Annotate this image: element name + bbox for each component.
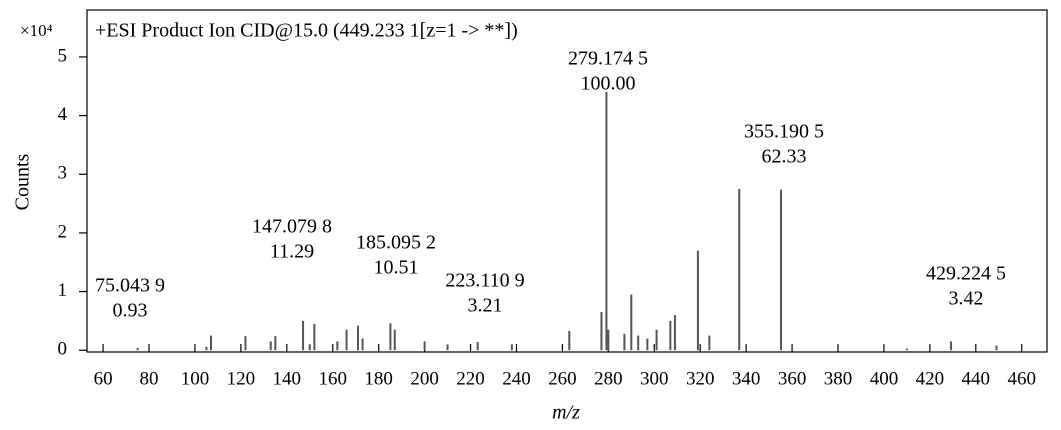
peak	[708, 335, 711, 351]
y-tick-label: 4	[58, 104, 68, 125]
peak	[336, 341, 339, 351]
y-axis-label: Counts	[12, 153, 34, 210]
peak-percent-label: 62.33	[762, 146, 807, 168]
x-tick-label: 360	[778, 368, 807, 389]
peak-percent-label: 3.42	[949, 288, 984, 310]
peak-mz-label: 185.095 2	[356, 232, 436, 254]
x-tick-label: 200	[410, 368, 439, 389]
x-tick-label: 400	[870, 368, 899, 389]
chart-title: +ESI Product Ion CID@15.0 (449.233 1[z=1…	[95, 20, 518, 42]
peak	[646, 338, 649, 351]
peak	[313, 323, 316, 351]
peak	[600, 312, 603, 351]
x-tick-label: 160	[318, 368, 347, 389]
peak	[905, 348, 908, 351]
x-tick-label: 180	[364, 368, 393, 389]
peak-percent-label: 3.21	[468, 295, 503, 317]
peak	[302, 320, 305, 351]
peak-mz-label: 223.110 9	[445, 270, 524, 292]
peak	[673, 315, 676, 351]
peak	[476, 342, 479, 351]
peak	[308, 344, 311, 351]
peak	[696, 250, 699, 351]
peak	[630, 294, 633, 351]
peak	[345, 329, 348, 351]
x-tick-label: 220	[456, 368, 485, 389]
peak	[655, 329, 658, 351]
peak	[274, 336, 277, 351]
x-tick-label: 300	[640, 368, 669, 389]
peak	[568, 330, 571, 351]
peak-mz-label: 147.079 8	[252, 216, 332, 238]
y-tick-label: 3	[58, 163, 68, 184]
peak-mz-label: 429.224 5	[926, 263, 1006, 285]
peak	[605, 92, 608, 351]
x-tick-label: 120	[227, 368, 256, 389]
y-tick-label: 1	[58, 280, 68, 301]
peak	[244, 336, 247, 351]
peak	[136, 347, 139, 351]
peak-mz-label: 279.174 5	[568, 48, 648, 70]
peak-mz-label: 75.043 9	[95, 275, 165, 297]
x-tick-label: 460	[1007, 368, 1036, 389]
x-tick-label: 260	[548, 368, 577, 389]
peak	[510, 344, 513, 351]
peak	[210, 335, 213, 351]
y-scale-label: ×10⁴	[20, 21, 53, 40]
peak	[637, 335, 640, 351]
peak	[389, 323, 392, 351]
x-axis-label: m/z	[552, 402, 580, 424]
x-tick-label: 420	[916, 368, 945, 389]
peak	[950, 341, 953, 351]
x-tick-label: 440	[962, 368, 991, 389]
x-tick-label: 140	[273, 368, 302, 389]
x-tick-label: 280	[594, 368, 623, 389]
peak	[269, 341, 272, 351]
peak	[423, 341, 426, 351]
peak-percent-label: 100.00	[581, 73, 636, 95]
y-tick-label: 5	[58, 45, 68, 66]
peak	[361, 338, 364, 351]
peak	[780, 189, 783, 351]
peak	[446, 344, 449, 351]
peak	[995, 345, 998, 351]
x-tick-label: 60	[94, 368, 113, 389]
y-tick-label: 2	[58, 221, 68, 242]
peak	[607, 329, 610, 351]
y-tick-label: 0	[58, 339, 68, 360]
peak	[357, 325, 360, 351]
peak	[738, 188, 741, 351]
peak	[393, 329, 396, 351]
peak-percent-label: 10.51	[374, 257, 419, 279]
plot-frame	[86, 9, 1048, 353]
peak	[669, 320, 672, 351]
x-tick-label: 380	[824, 368, 853, 389]
x-tick-label: 340	[732, 368, 761, 389]
peak	[205, 346, 208, 351]
peak-mz-label: 355.190 5	[744, 121, 824, 143]
x-tick-label: 80	[140, 368, 159, 389]
peak-percent-label: 0.93	[113, 300, 148, 322]
x-tick-label: 240	[502, 368, 531, 389]
x-tick-label: 100	[181, 368, 210, 389]
peak-percent-label: 11.29	[270, 241, 314, 263]
peak	[623, 333, 626, 351]
x-tick-label: 320	[686, 368, 715, 389]
